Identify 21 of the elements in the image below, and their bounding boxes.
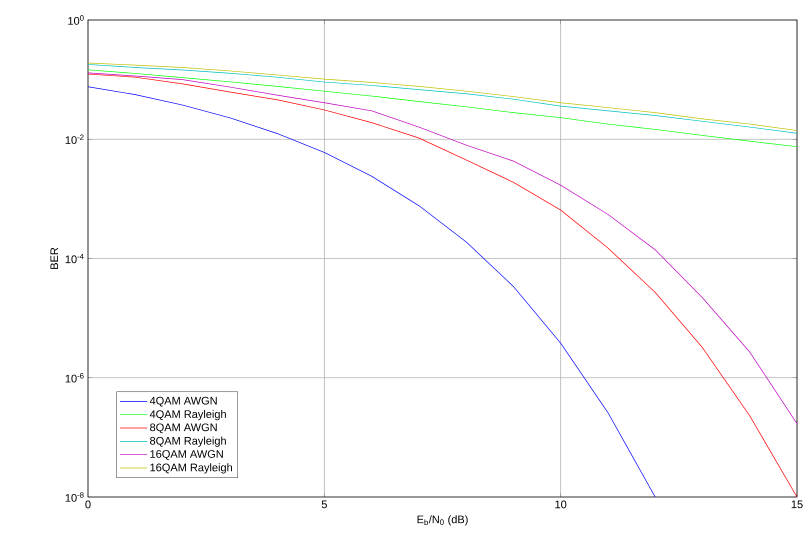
y-tick-label: 10$^{0}$ [68, 15, 84, 25]
legend-label: 16QAM AWGN [150, 450, 223, 460]
line-series [88, 72, 798, 424]
line-series [88, 74, 798, 498]
line-series [88, 86, 656, 498]
y-tick-label: 10$^{-2}$ [66, 134, 84, 144]
line-series [88, 69, 798, 148]
legend-label: 4QAM Rayleigh [150, 410, 226, 420]
x-tick-label: 0 [85, 500, 91, 508]
y-tick-label: 10$^{-8}$ [66, 492, 84, 502]
legend-label: 8QAM Rayleigh [150, 436, 226, 447]
legend-label: 16QAM Rayleigh [150, 463, 232, 474]
x-axis-title: E$_{b}$/N$_{0}$ (dB) [418, 515, 468, 526]
x-tick-label: 5 [322, 500, 327, 508]
x-tick-label: 15 [792, 500, 803, 508]
legend-label: 8QAM AWGN [150, 423, 217, 434]
y-tick-label: 10$^{-6}$ [66, 373, 84, 382]
y-tick-label: 10$^{-4}$ [66, 254, 84, 264]
legend-label: 4QAM AWGN [150, 396, 217, 407]
y-axis-title: BER [50, 248, 58, 269]
x-tick-label: 10 [555, 500, 566, 508]
